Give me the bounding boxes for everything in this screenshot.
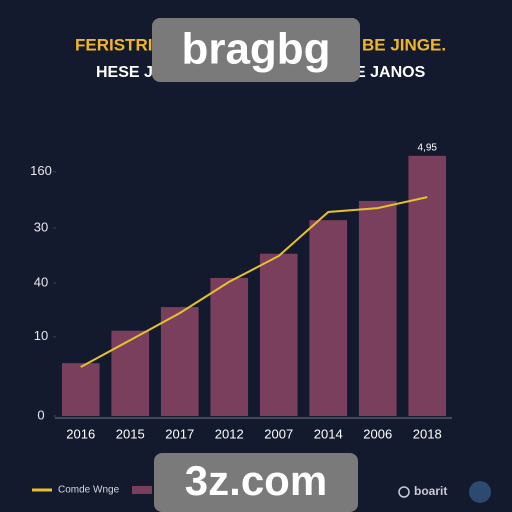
legend-label: Comde Wnge bbox=[58, 485, 120, 496]
x-tick-label: 2014 bbox=[314, 426, 343, 441]
annotation: 4,95 bbox=[418, 143, 438, 154]
x-tick-label: 2012 bbox=[215, 426, 244, 441]
bar bbox=[111, 330, 150, 416]
watermark: 3z.com bbox=[185, 457, 327, 504]
bar bbox=[309, 220, 348, 416]
y-tick-label: 10 bbox=[34, 328, 48, 343]
bar bbox=[210, 277, 249, 416]
x-tick-label: 2015 bbox=[116, 426, 145, 441]
line bbox=[80, 196, 428, 368]
watermark-box bbox=[154, 453, 358, 512]
y-tick-label: 30 bbox=[34, 219, 48, 234]
watermark-box bbox=[152, 18, 360, 82]
x-tick-label: 2016 bbox=[66, 426, 95, 441]
x-tick-label: 2007 bbox=[264, 426, 293, 441]
y-tick-label: 40 bbox=[34, 274, 48, 289]
chart-title: FERISTRI bbox=[75, 35, 152, 54]
logo-globe bbox=[469, 481, 491, 503]
x-tick-label: 2018 bbox=[413, 426, 442, 441]
bar bbox=[160, 307, 199, 416]
chart-subtitle: E JANOS bbox=[355, 64, 426, 81]
bar bbox=[61, 363, 100, 416]
logo-icon bbox=[398, 486, 410, 498]
x-tick-label: 2006 bbox=[363, 426, 392, 441]
plot-area: 0 10 40 30 160 2016 2015 2017 2012 2007 2014 2006 20… bbox=[30, 143, 447, 441]
chart-title: BE JINGE. bbox=[362, 35, 446, 54]
y-tick-label: 160 bbox=[30, 163, 52, 178]
y-tick-label: 0 bbox=[37, 407, 44, 422]
bar bbox=[408, 155, 447, 416]
chart-subtitle: HESE J bbox=[96, 64, 153, 81]
logo: boarit bbox=[414, 484, 447, 498]
bar bbox=[259, 253, 298, 416]
watermark: bragbg bbox=[181, 25, 330, 74]
x-tick-label: 2017 bbox=[165, 426, 194, 441]
bar bbox=[358, 200, 397, 416]
